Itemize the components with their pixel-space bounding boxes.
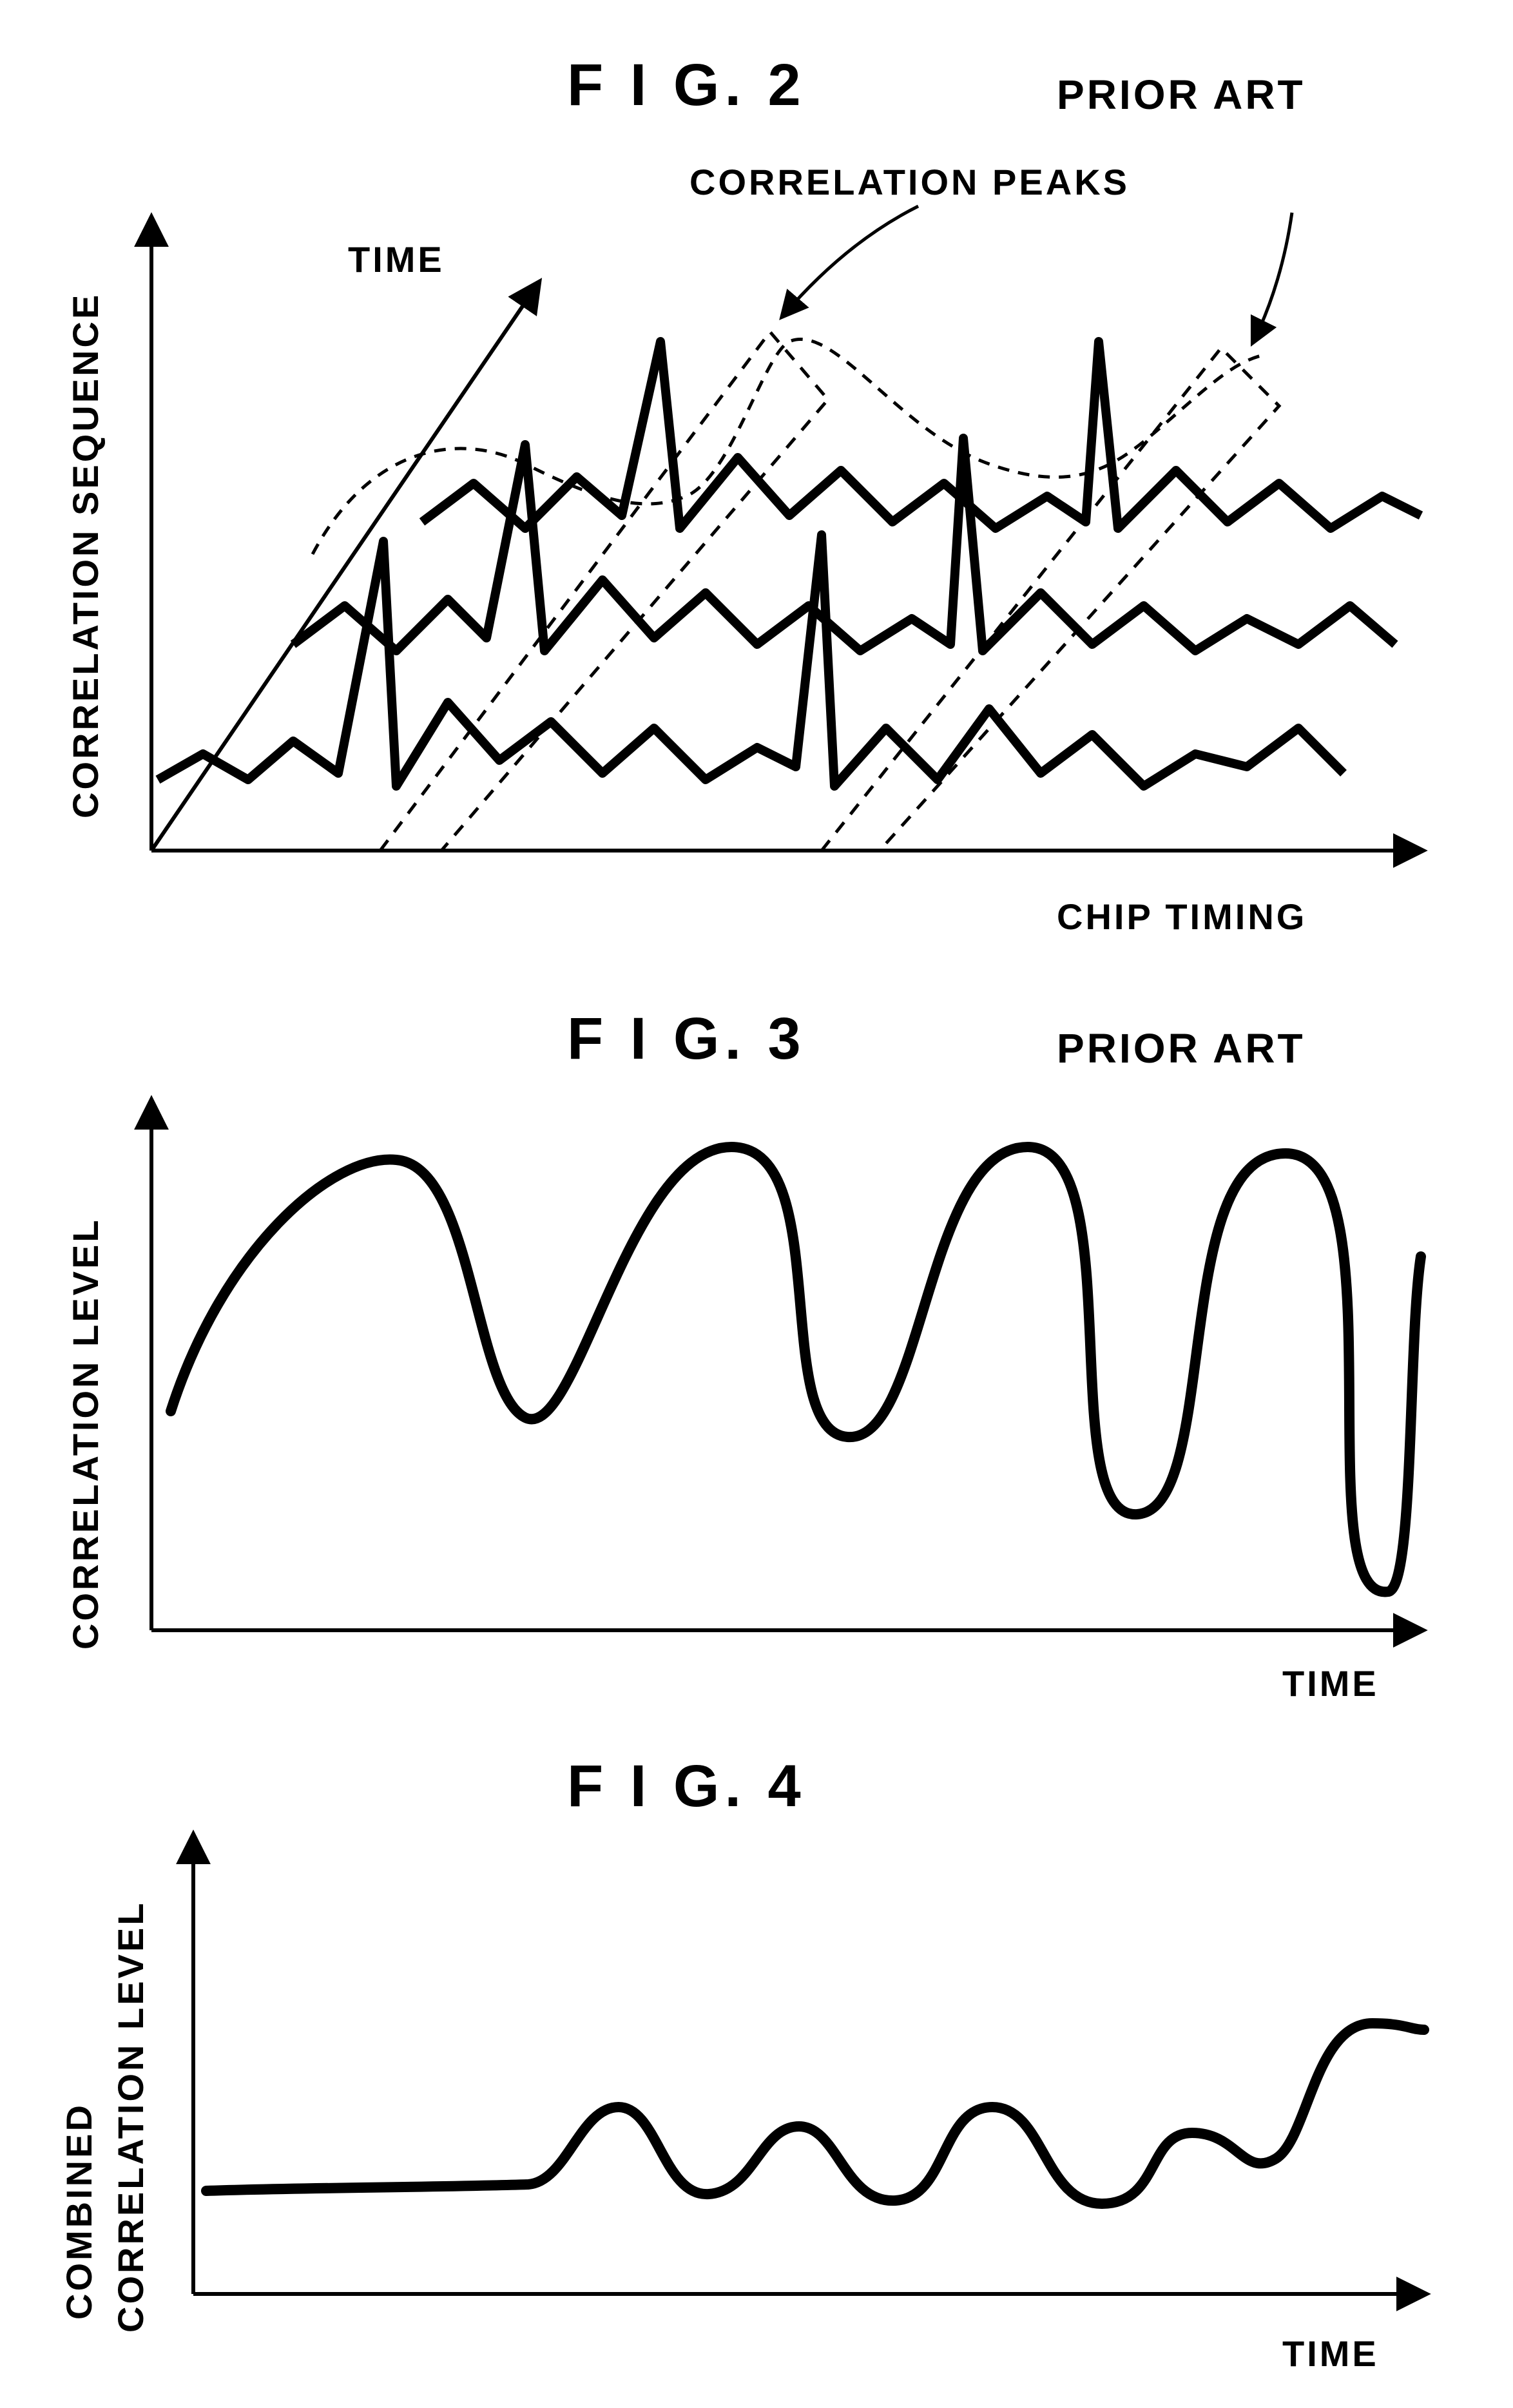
fig4-chart	[168, 1817, 1456, 2333]
fig4-xlabel: TIME	[1282, 2333, 1379, 2374]
fig3-chart	[126, 1083, 1453, 1662]
fig4-wave	[206, 2023, 1424, 2204]
fig2-prior-art: PRIOR ART	[1057, 71, 1306, 119]
fig4-ylabel-2: CORRELATION LEVEL	[110, 1849, 151, 2333]
fig2-peak-arrow-1	[783, 206, 918, 316]
fig2-xlabel: CHIP TIMING	[1057, 896, 1307, 938]
fig3-ylabel: CORRELATION LEVEL	[64, 1108, 106, 1650]
fig3-prior-art: PRIOR ART	[1057, 1025, 1306, 1072]
fig2-title: F I G. 2	[567, 52, 806, 119]
fig2-chart	[126, 193, 1453, 889]
fig3-wave	[171, 1147, 1421, 1592]
fig2-ylabel: CORRELATION SEQUENCE	[64, 238, 106, 818]
fig3-title: F I G. 3	[567, 1005, 806, 1073]
fig2-series-3	[422, 342, 1421, 528]
fig4-title: F I G. 4	[567, 1753, 806, 1820]
fig2-time-axis	[151, 284, 538, 851]
fig2-series-1	[158, 535, 1344, 786]
fig3-xlabel: TIME	[1282, 1662, 1379, 1704]
fig2-peak-arrow-2	[1253, 213, 1292, 342]
fig4-ylabel-1: COMBINED	[58, 1985, 100, 2320]
